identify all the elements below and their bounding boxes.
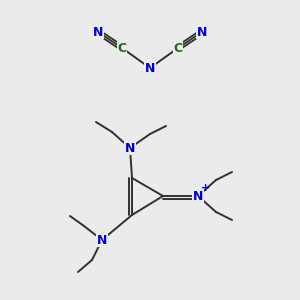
Text: N: N	[125, 142, 135, 154]
Text: N: N	[97, 233, 107, 247]
Text: N: N	[197, 26, 207, 38]
Text: N: N	[145, 61, 155, 74]
Text: C: C	[117, 41, 127, 55]
Text: N: N	[93, 26, 103, 38]
Text: +: +	[201, 183, 211, 193]
Text: N: N	[193, 190, 203, 202]
Text: C: C	[173, 41, 183, 55]
